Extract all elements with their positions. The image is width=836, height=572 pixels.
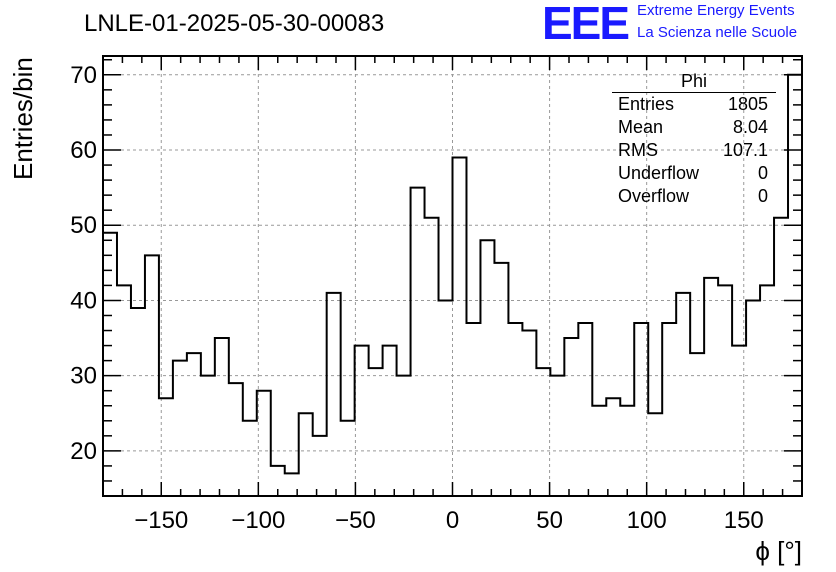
histogram-bin xyxy=(243,421,257,496)
x-tick-label: 0 xyxy=(446,507,459,534)
stats-label: Overflow xyxy=(618,186,690,206)
histogram-bin xyxy=(774,218,788,496)
histogram-bin xyxy=(369,368,383,496)
histogram-bin xyxy=(201,376,215,496)
stats-row-rms: RMS 107.1 xyxy=(612,139,776,162)
x-tick-label: 100 xyxy=(627,507,667,534)
logo-caption-line1: Extreme Energy Events xyxy=(637,2,795,19)
histogram-bin xyxy=(187,353,201,496)
histogram-bin xyxy=(383,346,397,496)
y-tick-label: 60 xyxy=(70,137,97,164)
histogram-bin xyxy=(327,293,341,496)
x-tick-label: −50 xyxy=(335,507,376,534)
histogram-bin xyxy=(131,308,145,496)
histogram-bin xyxy=(606,398,620,496)
histogram-bin xyxy=(592,406,606,496)
stats-box: Phi Entries 1805 Mean 8.04 RMS 107.1 Und… xyxy=(612,70,776,208)
histogram-bin xyxy=(480,240,494,496)
histogram-bin xyxy=(117,285,131,496)
histogram-bin xyxy=(746,300,760,496)
stats-value: 8.04 xyxy=(732,117,768,137)
histogram-bin xyxy=(676,293,690,496)
x-tick-label: 50 xyxy=(536,507,563,534)
x-tick-label: −150 xyxy=(134,507,188,534)
y-tick-label: 70 xyxy=(70,62,97,89)
histogram-bin xyxy=(341,421,355,496)
histogram-bin xyxy=(634,323,648,496)
stats-label: Entries xyxy=(618,94,675,114)
histogram-bin xyxy=(704,278,718,496)
histogram-bin xyxy=(718,285,732,496)
histogram-series xyxy=(103,73,802,496)
histogram-bin xyxy=(648,413,662,496)
histogram-bin xyxy=(522,331,536,496)
chart-title: LNLE-01-2025-05-30-00083 xyxy=(84,10,385,37)
histogram-bin xyxy=(159,398,173,496)
histogram-bin xyxy=(760,285,774,496)
stats-label: Mean xyxy=(618,117,664,137)
eee-logo: EEE xyxy=(542,0,630,49)
histogram-bin xyxy=(662,323,676,496)
histogram-bin xyxy=(564,338,578,496)
stats-label: Underflow xyxy=(618,163,700,183)
histogram-bin xyxy=(578,323,592,496)
x-tick-label: −100 xyxy=(231,507,285,534)
histogram-bin xyxy=(145,255,159,496)
histogram-bin xyxy=(411,188,425,496)
histogram-bin xyxy=(425,218,439,496)
logo-caption-line2: La Scienza nelle Scuole xyxy=(637,24,798,41)
stats-row-mean: Mean 8.04 xyxy=(612,116,776,139)
histogram-bin xyxy=(508,323,522,496)
histogram-bin xyxy=(355,346,369,496)
stats-title: Phi xyxy=(612,70,776,93)
histogram-bin xyxy=(466,323,480,496)
histogram-bin xyxy=(550,376,564,496)
histogram-bin xyxy=(103,233,117,496)
stats-row-entries: Entries 1805 xyxy=(612,93,776,116)
y-tick-label: 40 xyxy=(70,287,97,314)
histogram-bin xyxy=(313,436,327,496)
stats-row-underflow: Underflow 0 xyxy=(612,162,776,185)
stats-value: 0 xyxy=(757,186,768,206)
histogram-bin xyxy=(494,263,508,496)
histogram-bin xyxy=(257,391,271,496)
histogram-outline xyxy=(103,73,802,475)
histogram-bin xyxy=(690,353,704,496)
tick-labels: −150 −100 −50 0 50 100 150 20 30 40 50 60 70 xyxy=(70,62,763,534)
stats-label: RMS xyxy=(618,140,658,160)
grid-lines xyxy=(103,56,802,496)
histogram-bin xyxy=(439,300,453,496)
histogram-bin xyxy=(299,413,313,496)
histogram-bin xyxy=(453,158,467,496)
axis-ticks xyxy=(102,56,803,496)
y-tick-label: 20 xyxy=(70,438,97,465)
stats-value: 0 xyxy=(757,163,768,183)
stats-value: 1805 xyxy=(727,94,768,114)
histogram-bin xyxy=(620,406,634,496)
histogram-bin xyxy=(397,376,411,496)
stats-value: 107.1 xyxy=(722,140,768,160)
x-axis-label: ϕ [°] xyxy=(755,536,802,566)
histogram-bin xyxy=(732,346,746,496)
histogram-bin xyxy=(229,383,243,496)
y-axis-label: Entries/bin xyxy=(8,57,38,180)
histogram-bin xyxy=(536,368,550,496)
y-tick-label: 50 xyxy=(70,212,97,239)
histogram-bin xyxy=(173,361,187,496)
y-tick-label: 30 xyxy=(70,363,97,390)
histogram-bin xyxy=(215,338,229,496)
stats-row-overflow: Overflow 0 xyxy=(612,185,776,208)
x-tick-label: 150 xyxy=(724,507,764,534)
